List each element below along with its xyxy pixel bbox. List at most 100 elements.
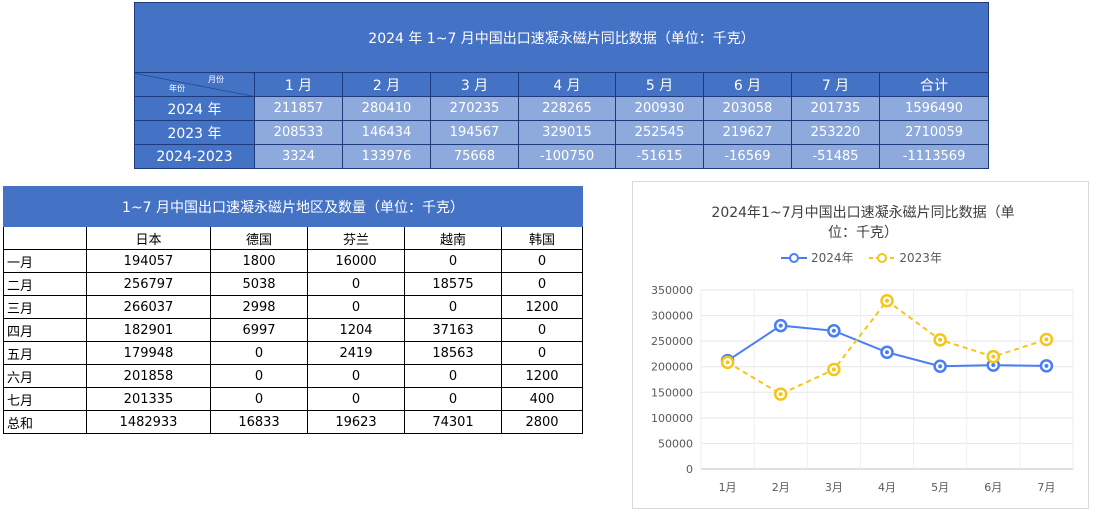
row-label: 七月 [3,387,87,411]
table-row: 二月 256797 5038 0 18575 0 [3,272,584,296]
table-row: 2023 年 208533 146434 194567 329015 25254… [134,120,990,145]
cell: 0 [404,295,502,319]
y-tick-label: 100000 [651,412,693,425]
cell: 2800 [500,410,584,434]
row-label: 2024 年 [134,96,255,121]
data-point-center [831,367,836,372]
cell: 2419 [307,341,405,365]
cell: 18575 [404,272,502,296]
table-row: 一月 194057 1800 16000 0 0 [3,249,584,273]
data-point-center [991,354,996,359]
cell: -51615 [615,144,704,169]
cell: 211857 [254,96,343,121]
x-tick-label: 4月 [878,481,896,494]
x-tick-label: 7月 [1037,481,1055,494]
row-label: 四月 [3,318,87,342]
legend-swatch-2024 [781,252,808,263]
cell: 2998 [210,295,308,319]
x-tick-label: 2月 [772,481,790,494]
cell: 0 [404,364,502,388]
cell: 219627 [703,120,792,145]
corner-year-label: 年份 [169,84,185,93]
legend-swatch-2023 [869,252,896,263]
yoy-table-title: 2024 年 1~7 月中国出口速凝永磁片同比数据（单位：千克） [133,2,990,73]
cell: 3324 [254,144,343,169]
cell: 194567 [430,120,519,145]
row-label: 2024-2023 [134,144,255,169]
cell: 0 [210,341,308,365]
cell-total: 2710059 [878,120,990,145]
col-header: 5 月 [615,72,704,97]
cell: -16569 [703,144,792,169]
cell: 1204 [307,318,405,342]
data-point-center [885,298,889,303]
region-table-title: 1~7 月中国出口速凝永磁片地区及数量（单位：千克） [2,186,584,227]
col-header-empty [3,226,87,250]
region-table: 1~7 月中国出口速凝永磁片地区及数量（单位：千克） 日本 德国 芬兰 越南 韩… [2,186,584,434]
y-tick-label: 350000 [651,284,693,297]
y-tick-label: 200000 [651,361,693,374]
row-label: 2023 年 [134,120,255,145]
line-chart: 2024年1~7月中国出口速凝永磁片同比数据（单 位：千克） 2024年 202… [632,181,1089,509]
table-row: 七月 201335 0 0 0 400 [3,387,584,411]
col-header: 德国 [210,226,308,250]
col-header: 6 月 [703,72,792,97]
data-point-center [938,337,943,342]
legend-label: 2024年 [811,251,854,265]
cell: 133976 [342,144,431,169]
col-header: 2 月 [342,72,431,97]
table-row: 2024-2023 3324 133976 75668 -100750 -516… [134,144,990,169]
col-header: 1 月 [254,72,343,97]
cell: 252545 [615,120,704,145]
cell: 19623 [307,410,405,434]
table-row: 三月 266037 2998 0 0 1200 [3,295,584,319]
cell: 6997 [210,318,308,342]
cell: 0 [210,364,308,388]
cell: -51485 [791,144,880,169]
cell: 280410 [342,96,431,121]
cell: 146434 [342,120,431,145]
row-label: 三月 [3,295,87,319]
cell: 0 [500,272,584,296]
col-header: 越南 [404,226,502,250]
data-point-center [991,363,996,368]
y-tick-label: 0 [686,463,693,476]
cell: 179948 [86,341,211,365]
cell: 228265 [518,96,616,121]
cell: 270235 [430,96,519,121]
col-header: 韩国 [500,226,584,250]
cell: 208533 [254,120,343,145]
cell: 0 [500,318,584,342]
corner-cell: 月份 年份 [134,72,255,97]
table-row-total: 总和 1482933 16833 19623 74301 2800 [3,410,584,434]
table-row: 六月 201858 0 0 0 1200 [3,364,584,388]
data-point-center [778,392,783,397]
data-point-center [778,323,783,328]
data-point-center [725,360,730,365]
cell: 0 [307,295,405,319]
x-tick-label: 1月 [719,481,737,494]
cell: 0 [404,249,502,273]
col-header: 4 月 [518,72,616,97]
legend-item-2023: 2023年 [869,249,942,266]
y-tick-label: 300000 [651,310,693,323]
cell: 0 [210,387,308,411]
cell: 203058 [703,96,792,121]
yoy-table: 2024 年 1~7 月中国出口速凝永磁片同比数据（单位：千克） 月份 年份 1… [133,2,990,169]
cell: 5038 [210,272,308,296]
row-label: 总和 [3,410,87,434]
col-header: 3 月 [430,72,519,97]
col-header: 芬兰 [307,226,405,250]
cell: 74301 [404,410,502,434]
cell: 200930 [615,96,704,121]
data-point-center [1044,337,1049,342]
col-header: 日本 [86,226,211,250]
cell: 16833 [210,410,308,434]
x-tick-label: 5月 [931,481,949,494]
cell: 1200 [500,295,584,319]
cell: 1800 [210,249,308,273]
row-label: 二月 [3,272,87,296]
corner-month-label: 月份 [208,75,224,84]
yoy-header-row: 月份 年份 1 月 2 月 3 月 4 月 5 月 6 月 7 月 合计 [134,72,990,97]
cell: 37163 [404,318,502,342]
